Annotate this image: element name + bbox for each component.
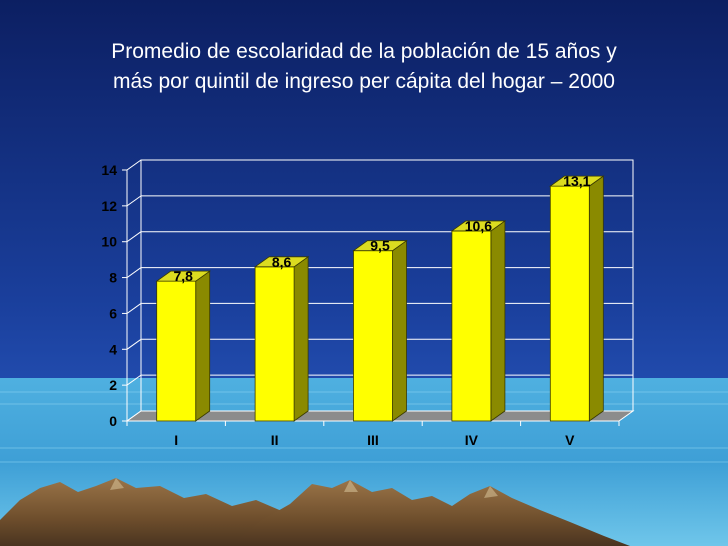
gridline-depth — [126, 338, 142, 350]
x-tick-label: V — [565, 432, 575, 448]
bar-top — [450, 220, 507, 232]
x-tick-label: III — [367, 432, 379, 448]
bar — [353, 250, 393, 422]
bar — [156, 280, 197, 422]
y-tick-label: 14 — [101, 162, 117, 178]
mountain-highlights — [110, 478, 498, 498]
data-label: 8,6 — [272, 254, 292, 270]
bar — [549, 185, 590, 422]
bar-top — [352, 240, 408, 252]
bar-side — [392, 239, 407, 422]
slide-title-line-1: Promedio de escolaridad de la población … — [111, 40, 617, 63]
bar-top — [549, 175, 605, 187]
y-tick-label: 2 — [109, 377, 117, 393]
bar-side — [293, 256, 309, 422]
bar — [254, 266, 295, 422]
gridline-depth — [126, 231, 142, 243]
bar — [451, 230, 492, 422]
gridline-depth — [126, 195, 142, 207]
gridline-depth — [126, 374, 142, 386]
y-tick-label: 0 — [109, 413, 117, 429]
bar-side — [588, 175, 604, 422]
y-tick-label: 8 — [109, 270, 117, 286]
y-tick-label: 4 — [109, 341, 117, 357]
data-label: 10,6 — [465, 218, 492, 234]
slide-title-line-2: más por quintil de ingreso per cápita de… — [113, 70, 615, 93]
bar-side — [195, 270, 211, 422]
y-tick-label: 6 — [109, 305, 117, 321]
bar-top — [155, 270, 211, 282]
x-tick-label: I — [174, 432, 178, 448]
data-label: 7,8 — [173, 268, 193, 284]
gridline-depth — [126, 303, 142, 314]
data-label: 9,5 — [370, 238, 390, 254]
x-tick-label: IV — [465, 432, 479, 448]
mountain-range-right — [230, 480, 630, 546]
bar-side — [490, 220, 506, 422]
gridline-depth — [126, 267, 142, 278]
gridline-depth — [126, 159, 142, 171]
mountain-range-left — [0, 478, 300, 546]
y-tick-label: 12 — [101, 198, 117, 214]
x-tick-label: II — [271, 432, 279, 448]
y-tick-label: 10 — [101, 234, 117, 250]
data-label: 13,1 — [563, 173, 590, 189]
bar-top — [253, 256, 310, 268]
